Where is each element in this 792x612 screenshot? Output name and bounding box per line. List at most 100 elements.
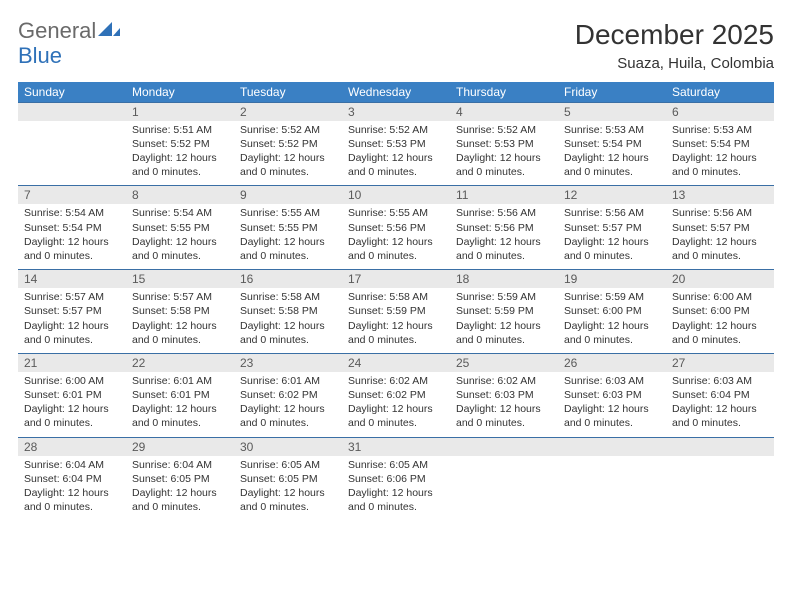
- day-body-cell: Sunrise: 6:05 AMSunset: 6:06 PMDaylight:…: [342, 456, 450, 521]
- day-number-cell: 19: [558, 270, 666, 289]
- day-number-cell: 8: [126, 186, 234, 205]
- day-number-cell: 14: [18, 270, 126, 289]
- daynum-row: 14151617181920: [18, 270, 774, 289]
- day-body-cell: Sunrise: 5:52 AMSunset: 5:53 PMDaylight:…: [450, 121, 558, 186]
- calendar-body: 123456Sunrise: 5:51 AMSunset: 5:52 PMDay…: [18, 102, 774, 520]
- day-number-cell: 30: [234, 437, 342, 456]
- day-body-row: Sunrise: 6:04 AMSunset: 6:04 PMDaylight:…: [18, 456, 774, 521]
- day-body-cell: Sunrise: 6:01 AMSunset: 6:02 PMDaylight:…: [234, 372, 342, 437]
- logo-word2: Blue: [18, 43, 62, 68]
- day-number-cell: 13: [666, 186, 774, 205]
- dow-thursday: Thursday: [450, 82, 558, 103]
- day-body-cell: Sunrise: 6:00 AMSunset: 6:01 PMDaylight:…: [18, 372, 126, 437]
- day-number-cell: 22: [126, 353, 234, 372]
- day-body-cell: Sunrise: 5:59 AMSunset: 6:00 PMDaylight:…: [558, 288, 666, 353]
- dow-wednesday: Wednesday: [342, 82, 450, 103]
- day-number-cell: 17: [342, 270, 450, 289]
- logo-word1: General: [18, 18, 96, 43]
- day-body-cell: [18, 121, 126, 186]
- day-number-cell: 5: [558, 102, 666, 121]
- day-number-cell: 10: [342, 186, 450, 205]
- day-body-cell: Sunrise: 5:54 AMSunset: 5:55 PMDaylight:…: [126, 204, 234, 269]
- day-body-row: Sunrise: 5:51 AMSunset: 5:52 PMDaylight:…: [18, 121, 774, 186]
- day-body-cell: Sunrise: 5:54 AMSunset: 5:54 PMDaylight:…: [18, 204, 126, 269]
- day-body-cell: Sunrise: 6:04 AMSunset: 6:04 PMDaylight:…: [18, 456, 126, 521]
- daynum-row: 28293031: [18, 437, 774, 456]
- day-number-cell: 20: [666, 270, 774, 289]
- logo: General Blue: [18, 20, 120, 69]
- day-of-week-row: Sunday Monday Tuesday Wednesday Thursday…: [18, 82, 774, 103]
- day-body-cell: Sunrise: 6:00 AMSunset: 6:00 PMDaylight:…: [666, 288, 774, 353]
- calendar-table: Sunday Monday Tuesday Wednesday Thursday…: [18, 82, 774, 520]
- calendar-page: General Blue December 2025 Suaza, Huila,…: [0, 0, 792, 612]
- day-body-row: Sunrise: 5:54 AMSunset: 5:54 PMDaylight:…: [18, 204, 774, 269]
- day-number-cell: 25: [450, 353, 558, 372]
- day-number-cell: 28: [18, 437, 126, 456]
- day-number-cell: [666, 437, 774, 456]
- day-number-cell: 26: [558, 353, 666, 372]
- day-number-cell: 9: [234, 186, 342, 205]
- day-body-cell: Sunrise: 6:02 AMSunset: 6:02 PMDaylight:…: [342, 372, 450, 437]
- day-body-cell: Sunrise: 6:05 AMSunset: 6:05 PMDaylight:…: [234, 456, 342, 521]
- day-number-cell: 31: [342, 437, 450, 456]
- day-body-cell: Sunrise: 6:03 AMSunset: 6:04 PMDaylight:…: [666, 372, 774, 437]
- day-number-cell: 7: [18, 186, 126, 205]
- day-body-cell: Sunrise: 5:55 AMSunset: 5:55 PMDaylight:…: [234, 204, 342, 269]
- day-number-cell: 27: [666, 353, 774, 372]
- day-number-cell: 3: [342, 102, 450, 121]
- dow-monday: Monday: [126, 82, 234, 103]
- dow-sunday: Sunday: [18, 82, 126, 103]
- day-body-cell: Sunrise: 6:01 AMSunset: 6:01 PMDaylight:…: [126, 372, 234, 437]
- daynum-row: 78910111213: [18, 186, 774, 205]
- day-number-cell: 2: [234, 102, 342, 121]
- day-body-cell: Sunrise: 5:57 AMSunset: 5:57 PMDaylight:…: [18, 288, 126, 353]
- day-body-cell: Sunrise: 5:56 AMSunset: 5:57 PMDaylight:…: [666, 204, 774, 269]
- day-body-cell: [450, 456, 558, 521]
- day-body-cell: Sunrise: 5:58 AMSunset: 5:59 PMDaylight:…: [342, 288, 450, 353]
- daynum-row: 21222324252627: [18, 353, 774, 372]
- day-body-cell: Sunrise: 5:56 AMSunset: 5:56 PMDaylight:…: [450, 204, 558, 269]
- day-body-cell: Sunrise: 6:03 AMSunset: 6:03 PMDaylight:…: [558, 372, 666, 437]
- day-body-cell: Sunrise: 5:58 AMSunset: 5:58 PMDaylight:…: [234, 288, 342, 353]
- daynum-row: 123456: [18, 102, 774, 121]
- day-body-cell: [666, 456, 774, 521]
- dow-tuesday: Tuesday: [234, 82, 342, 103]
- day-body-cell: Sunrise: 6:04 AMSunset: 6:05 PMDaylight:…: [126, 456, 234, 521]
- header: General Blue December 2025 Suaza, Huila,…: [18, 20, 774, 72]
- day-number-cell: [558, 437, 666, 456]
- dow-friday: Friday: [558, 82, 666, 103]
- logo-sail-icon: [98, 20, 120, 41]
- day-number-cell: 18: [450, 270, 558, 289]
- day-body-cell: Sunrise: 5:56 AMSunset: 5:57 PMDaylight:…: [558, 204, 666, 269]
- day-number-cell: 1: [126, 102, 234, 121]
- day-body-cell: Sunrise: 5:51 AMSunset: 5:52 PMDaylight:…: [126, 121, 234, 186]
- month-title: December 2025: [575, 20, 774, 51]
- day-number-cell: 4: [450, 102, 558, 121]
- day-number-cell: 6: [666, 102, 774, 121]
- dow-saturday: Saturday: [666, 82, 774, 103]
- day-body-cell: Sunrise: 5:53 AMSunset: 5:54 PMDaylight:…: [666, 121, 774, 186]
- day-body-cell: Sunrise: 5:57 AMSunset: 5:58 PMDaylight:…: [126, 288, 234, 353]
- title-block: December 2025 Suaza, Huila, Colombia: [575, 20, 774, 72]
- day-body-cell: Sunrise: 5:52 AMSunset: 5:53 PMDaylight:…: [342, 121, 450, 186]
- day-number-cell: 24: [342, 353, 450, 372]
- day-body-row: Sunrise: 5:57 AMSunset: 5:57 PMDaylight:…: [18, 288, 774, 353]
- day-body-cell: Sunrise: 5:52 AMSunset: 5:52 PMDaylight:…: [234, 121, 342, 186]
- day-number-cell: 21: [18, 353, 126, 372]
- day-number-cell: [450, 437, 558, 456]
- day-number-cell: 29: [126, 437, 234, 456]
- day-number-cell: 23: [234, 353, 342, 372]
- day-body-cell: [558, 456, 666, 521]
- day-body-cell: Sunrise: 6:02 AMSunset: 6:03 PMDaylight:…: [450, 372, 558, 437]
- day-number-cell: 15: [126, 270, 234, 289]
- day-number-cell: 11: [450, 186, 558, 205]
- day-body-row: Sunrise: 6:00 AMSunset: 6:01 PMDaylight:…: [18, 372, 774, 437]
- logo-text-block: General Blue: [18, 20, 120, 69]
- day-number-cell: [18, 102, 126, 121]
- day-body-cell: Sunrise: 5:53 AMSunset: 5:54 PMDaylight:…: [558, 121, 666, 186]
- day-body-cell: Sunrise: 5:55 AMSunset: 5:56 PMDaylight:…: [342, 204, 450, 269]
- location: Suaza, Huila, Colombia: [575, 55, 774, 72]
- day-number-cell: 12: [558, 186, 666, 205]
- day-number-cell: 16: [234, 270, 342, 289]
- day-body-cell: Sunrise: 5:59 AMSunset: 5:59 PMDaylight:…: [450, 288, 558, 353]
